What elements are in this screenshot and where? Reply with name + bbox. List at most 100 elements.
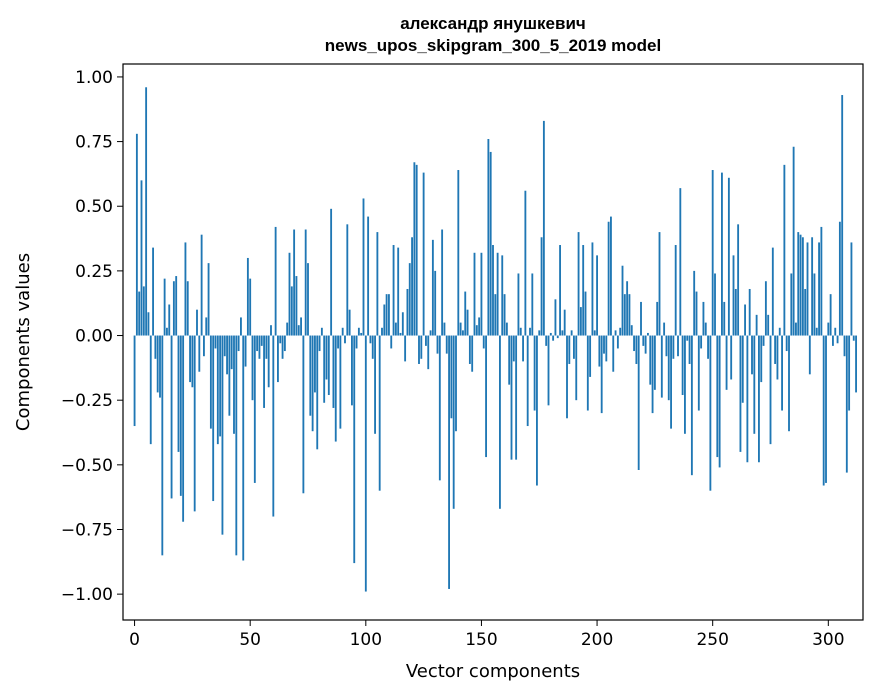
plot-frame bbox=[122, 63, 864, 621]
bar-68 bbox=[290, 286, 293, 336]
bar-162 bbox=[508, 335, 511, 385]
bar-243 bbox=[695, 291, 698, 336]
bar-227 bbox=[658, 232, 661, 336]
bar-86 bbox=[332, 335, 335, 408]
bar-122 bbox=[415, 164, 418, 336]
bar-124 bbox=[420, 335, 423, 359]
bar-9 bbox=[154, 335, 157, 359]
bar-216 bbox=[633, 335, 635, 352]
bar-171 bbox=[529, 327, 531, 336]
bar-61 bbox=[274, 226, 277, 336]
bar-76 bbox=[309, 335, 312, 416]
bar-65 bbox=[283, 335, 286, 352]
bar-1 bbox=[135, 133, 138, 336]
bar-71 bbox=[297, 325, 300, 336]
bar-302 bbox=[832, 335, 834, 346]
bar-120 bbox=[411, 237, 413, 336]
bar-168 bbox=[522, 335, 524, 362]
bar-219 bbox=[640, 301, 642, 336]
bar-269 bbox=[755, 314, 758, 336]
bar-179 bbox=[547, 335, 550, 406]
bar-273 bbox=[764, 281, 767, 336]
bar-307 bbox=[843, 335, 846, 357]
bar-89 bbox=[339, 335, 342, 429]
bar-20 bbox=[179, 335, 182, 496]
bar-182 bbox=[554, 299, 557, 336]
bar-235 bbox=[677, 335, 679, 357]
bar-5 bbox=[145, 87, 148, 336]
bar-7 bbox=[149, 335, 152, 445]
bar-202 bbox=[600, 335, 603, 414]
bar-189 bbox=[570, 330, 573, 336]
bar-159 bbox=[501, 255, 504, 336]
bar-52 bbox=[253, 335, 256, 483]
bar-280 bbox=[781, 335, 783, 411]
bar-254 bbox=[721, 172, 723, 336]
bar-40 bbox=[226, 335, 228, 375]
x-tick-label: 50 bbox=[239, 630, 261, 650]
bar-185 bbox=[561, 330, 564, 336]
bar-121 bbox=[413, 162, 416, 336]
bar-48 bbox=[244, 335, 247, 367]
bar-55 bbox=[260, 335, 263, 346]
bar-126 bbox=[425, 335, 427, 346]
bar-156 bbox=[494, 294, 497, 336]
bar-143 bbox=[464, 291, 467, 336]
bar-253 bbox=[718, 335, 721, 468]
bar-51 bbox=[251, 335, 254, 401]
bar-282 bbox=[785, 335, 788, 352]
bar-148 bbox=[475, 325, 478, 336]
bar-301 bbox=[829, 294, 832, 336]
bar-306 bbox=[841, 95, 844, 336]
bar-312 bbox=[855, 335, 857, 393]
bar-106 bbox=[378, 335, 381, 491]
bar-74 bbox=[304, 229, 307, 336]
bar-232 bbox=[670, 335, 672, 429]
bar-95 bbox=[353, 335, 356, 564]
bar-21 bbox=[182, 335, 185, 522]
bar-252 bbox=[716, 335, 719, 458]
bar-135 bbox=[445, 335, 448, 354]
bar-228 bbox=[660, 335, 663, 398]
bar-191 bbox=[575, 335, 578, 401]
bar-176 bbox=[540, 237, 543, 336]
bar-220 bbox=[642, 335, 645, 346]
bar-0 bbox=[133, 335, 136, 427]
bar-178 bbox=[545, 335, 548, 346]
bar-77 bbox=[311, 335, 314, 432]
bar-59 bbox=[270, 325, 272, 336]
bar-26 bbox=[193, 335, 196, 512]
bar-90 bbox=[341, 327, 344, 336]
bar-286 bbox=[795, 322, 797, 336]
bar-73 bbox=[302, 335, 305, 494]
bar-198 bbox=[591, 242, 594, 336]
bar-295 bbox=[815, 327, 818, 336]
y-tick-label: −0.50 bbox=[61, 456, 113, 476]
bar-42 bbox=[230, 335, 233, 370]
bar-221 bbox=[644, 335, 647, 354]
bar-11 bbox=[159, 335, 161, 398]
bar-44 bbox=[235, 335, 238, 556]
bar-102 bbox=[369, 335, 372, 344]
bar-140 bbox=[457, 170, 460, 336]
bar-46 bbox=[240, 317, 242, 336]
x-tick-label: 150 bbox=[465, 630, 497, 650]
bar-201 bbox=[598, 335, 601, 367]
bar-290 bbox=[804, 288, 807, 336]
bar-28 bbox=[198, 335, 201, 372]
bar-248 bbox=[707, 335, 709, 359]
bar-165 bbox=[515, 335, 518, 460]
bar-8 bbox=[152, 247, 154, 336]
bar-192 bbox=[577, 232, 580, 336]
bar-229 bbox=[663, 322, 666, 336]
bar-271 bbox=[760, 335, 763, 383]
bar-57 bbox=[265, 335, 268, 359]
bar-236 bbox=[679, 188, 682, 336]
bar-67 bbox=[288, 252, 291, 336]
bar-194 bbox=[582, 245, 585, 336]
bar-34 bbox=[212, 335, 215, 502]
bar-25 bbox=[191, 335, 194, 388]
bar-128 bbox=[429, 330, 432, 336]
bar-210 bbox=[619, 327, 622, 336]
bar-203 bbox=[603, 335, 605, 354]
